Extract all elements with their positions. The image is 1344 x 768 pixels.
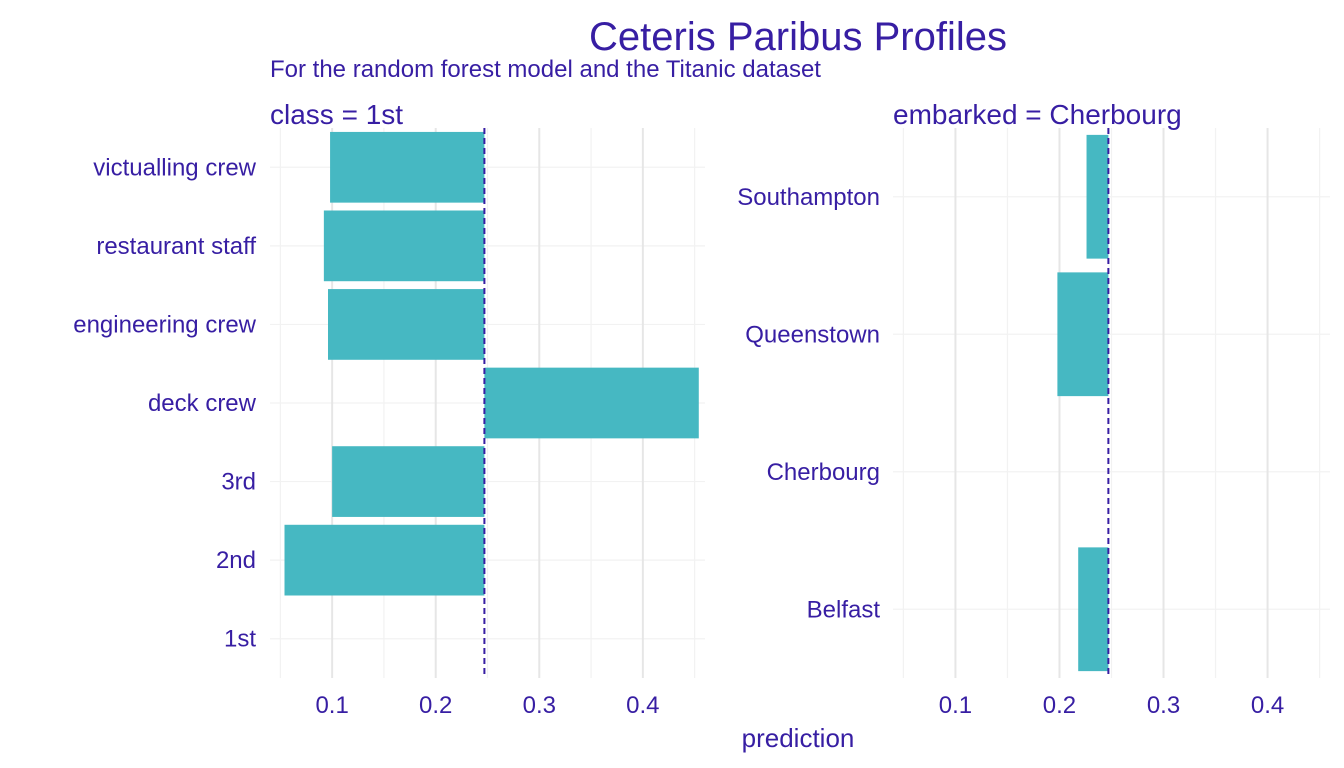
x-tick-label: 0.3 [523,692,556,719]
x-tick-label: 0.2 [1043,692,1076,719]
bar-Southampton [1086,134,1109,259]
bar-restaurant-staff [323,210,485,282]
category-label: deck crew [148,390,257,417]
category-label: Southampton [737,184,880,211]
facet-label: class = 1st [270,99,403,130]
panel-2: Southampton Queenstown Cherbourg Belfast 0.1… [737,99,1330,719]
category-label: victualling crew [93,154,256,181]
bar-2nd [284,524,485,596]
category-label: 3rd [221,469,256,496]
category-label: engineering crew [73,311,256,338]
chart-title: Ceteris Paribus Profiles [589,15,1007,59]
facet-label: embarked = Cherbourg [893,99,1182,130]
x-tick-label: 0.1 [315,692,348,719]
x-tick-label: 0.4 [1251,692,1284,719]
x-tick-label: 0.4 [626,692,659,719]
bar-3rd [332,446,485,517]
panel-1: victualling crew restaurant staff engineer… [73,99,705,719]
chart-subtitle: For the random forest model and the Tita… [270,56,821,83]
panels: victualling crew restaurant staff engineer… [73,99,1330,719]
x-axis-label: prediction [742,723,855,753]
category-label: 1st [224,626,256,653]
x-tick-label: 0.2 [419,692,452,719]
x-tick-label: 0.3 [1147,692,1180,719]
x-tick-label: 0.1 [939,692,972,719]
category-label: Cherbourg [767,459,880,486]
category-label: restaurant staff [96,233,256,260]
bar-Queenstown [1057,272,1109,397]
category-label: Belfast [807,596,881,623]
category-label: 2nd [216,547,256,574]
bar-Belfast [1078,547,1109,672]
bar-victualling-crew [330,131,485,203]
bar-deck-crew [484,367,699,439]
category-label: Queenstown [745,321,880,348]
bar-engineering-crew [328,289,485,360]
